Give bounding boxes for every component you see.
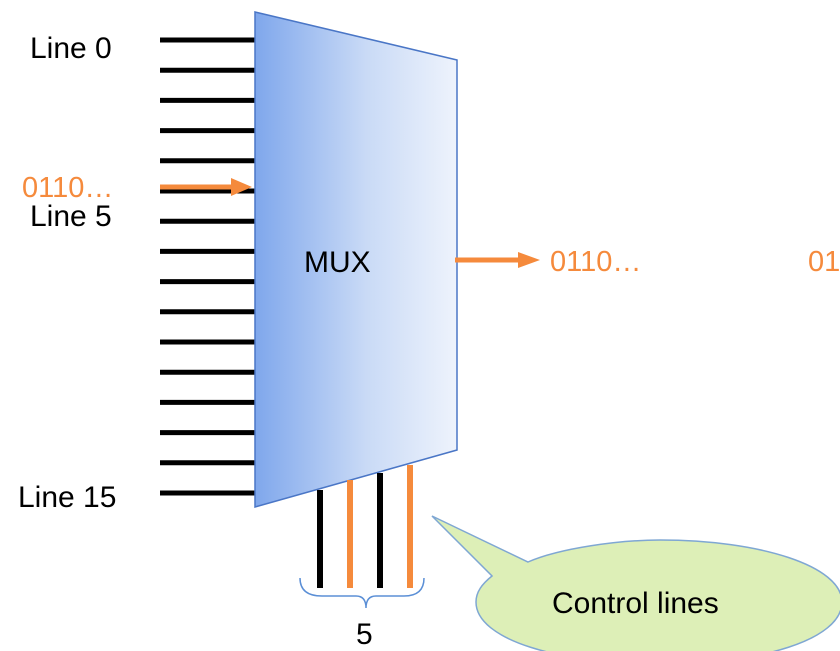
callout-text: Control lines xyxy=(552,587,719,620)
line-15-label: Line 15 xyxy=(18,481,116,514)
control-count-label: 5 xyxy=(356,618,373,651)
input-lines xyxy=(160,37,257,496)
input-arrow xyxy=(160,178,252,196)
mux-block xyxy=(254,11,458,508)
output-data-partial-label: 01 xyxy=(808,246,840,278)
control-brace xyxy=(299,577,425,609)
output-data-label: 0110… xyxy=(550,246,641,278)
control-lines xyxy=(317,465,413,588)
line-0-label: Line 0 xyxy=(30,32,112,65)
output-arrow xyxy=(455,252,540,268)
mux-label: MUX xyxy=(304,246,371,279)
input-data-label: 0110… xyxy=(22,172,113,204)
callout-bubble xyxy=(431,515,840,651)
line-5-label: Line 5 xyxy=(30,200,112,233)
